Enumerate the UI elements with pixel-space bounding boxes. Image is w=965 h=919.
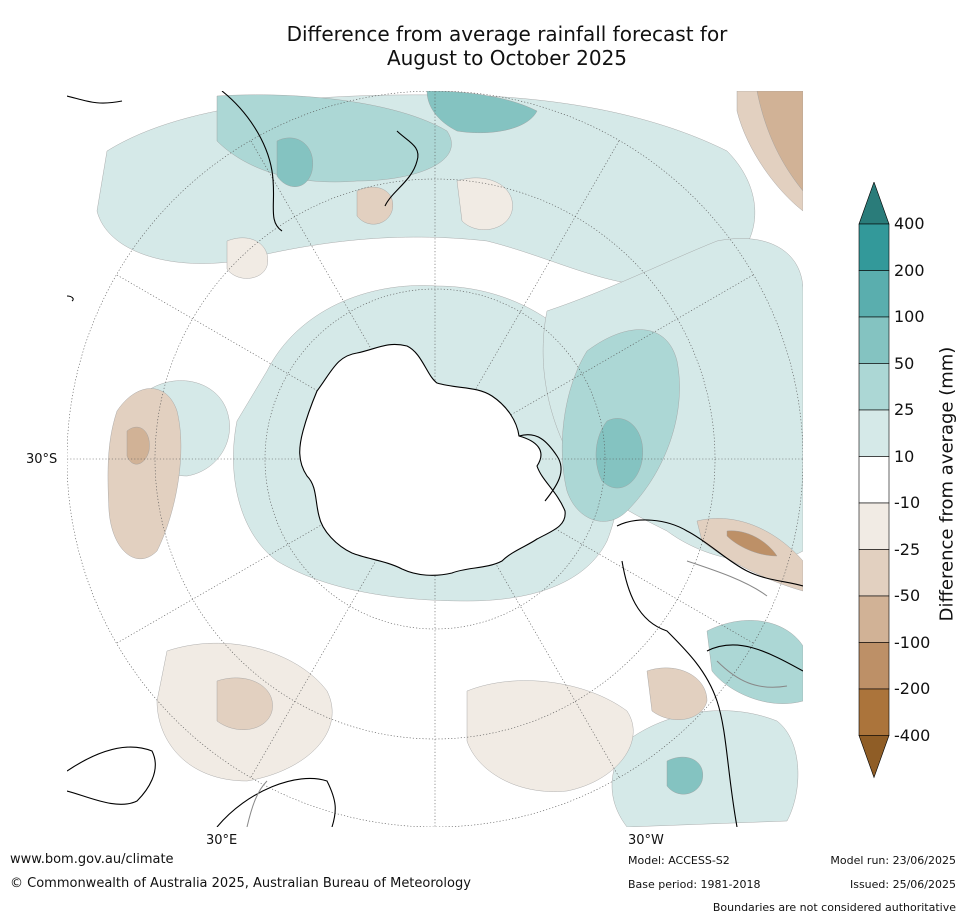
colorbar-band [858, 642, 890, 690]
colorbar-tick-label: 100 [894, 307, 925, 326]
colorbar [858, 182, 890, 779]
south-america-border-2 [716, 660, 788, 688]
dry-patch-southwest-inner [216, 677, 273, 730]
meridian-60w [482, 274, 754, 432]
meridian-30w [462, 140, 620, 412]
footer-disclaimer: Boundaries are not considered authoritat… [712, 901, 956, 914]
australia-coast-south [216, 777, 336, 827]
borders [246, 560, 788, 827]
colorbar-tick-label: 25 [894, 400, 915, 419]
dry-patch-west-small [226, 237, 268, 279]
footer-base-period: Base period: 1981-2018 [628, 878, 761, 891]
colorbar-extend-low [858, 735, 890, 779]
map-canvas [67, 91, 803, 827]
colorbar-extend-high [858, 182, 890, 225]
dry-patch-indian-core [126, 426, 150, 465]
colorbar-tick-label: 10 [894, 446, 915, 466]
colorbar-band [858, 502, 890, 550]
colorbar-band [858, 688, 890, 736]
colorbar-tick-label: -100 [894, 632, 931, 652]
new-zealand [384, 130, 419, 207]
wet-patch-atlantic-core [595, 418, 643, 489]
australia-coast [67, 746, 156, 805]
colorbar-tick-label: 50 [894, 353, 915, 373]
indian-islands [67, 295, 74, 302]
title-line-2: August to October 2025 [386, 46, 628, 70]
lat-ring-60s [264, 288, 606, 630]
wet-patch-south-core [666, 756, 703, 795]
colorbar-band [858, 409, 890, 457]
dry-patch-south-central [466, 680, 634, 792]
colorbar-tick-label: -10 [894, 493, 921, 512]
colorbar-band [858, 595, 890, 643]
africa-coast [706, 644, 803, 672]
footer-issued: Issued: 25/06/2025 [849, 878, 956, 891]
south-america-border [686, 560, 768, 597]
colorbar-band [858, 223, 890, 271]
anomaly-patches [96, 91, 803, 827]
australia-border [246, 780, 268, 827]
colorbar-bands [858, 182, 890, 779]
colorbar-tick-label: -50 [894, 586, 921, 605]
south-america-east [621, 560, 738, 827]
antarctica-coast [299, 343, 566, 576]
colorbar-tick-label: -25 [894, 539, 921, 559]
colorbar-band [858, 363, 890, 411]
footer-copyright: © Commonwealth of Australia 2025, Austra… [10, 876, 471, 891]
wet-patch-nz [276, 137, 313, 187]
colorbar-tick-label: -400 [894, 725, 931, 745]
title-line-1: Difference from average rainfall forecas… [286, 22, 728, 46]
antarctic-peninsula [518, 434, 562, 502]
colorbar-band [858, 270, 890, 318]
wet-patch-north-core [426, 91, 538, 133]
dry-patch-north-small [456, 177, 513, 230]
colorbar-tick-label: -200 [894, 679, 931, 698]
dry-patch-tasman [356, 186, 393, 225]
colorbar-band [858, 316, 890, 364]
colorbar-band [858, 456, 890, 504]
colorbar-title: Difference from average (mm) [936, 346, 958, 622]
lon-label-30e: 30°E [206, 833, 238, 848]
map-title: Difference from average rainfall forecas… [160, 22, 854, 70]
africa-north-left [67, 95, 123, 104]
dry-patch-indian [107, 388, 182, 560]
wet-patch-east [706, 620, 803, 704]
dry-patch-east-core [726, 530, 778, 557]
wet-patch-south [611, 710, 799, 827]
colorbar-tick-label: 200 [894, 260, 925, 280]
colorbar-tick-label: 400 [894, 214, 925, 233]
rainfall-map [67, 91, 803, 827]
dry-patch-south-central-inner [646, 667, 708, 720]
lon-label-30w: 30°W [628, 833, 664, 848]
footer-model: Model: ACCESS-S2 [628, 854, 730, 867]
footer-model-run: Model run: 23/06/2025 [830, 854, 956, 867]
dry-patch-northeast-outer [736, 91, 803, 212]
colorbar-band [858, 549, 890, 597]
south-america-coast [616, 519, 803, 587]
footer-website: www.bom.gov.au/climate [10, 852, 174, 867]
coastlines [67, 91, 803, 827]
lat-label-30s: 30°S [26, 452, 58, 467]
australia-west-coast [221, 91, 283, 232]
